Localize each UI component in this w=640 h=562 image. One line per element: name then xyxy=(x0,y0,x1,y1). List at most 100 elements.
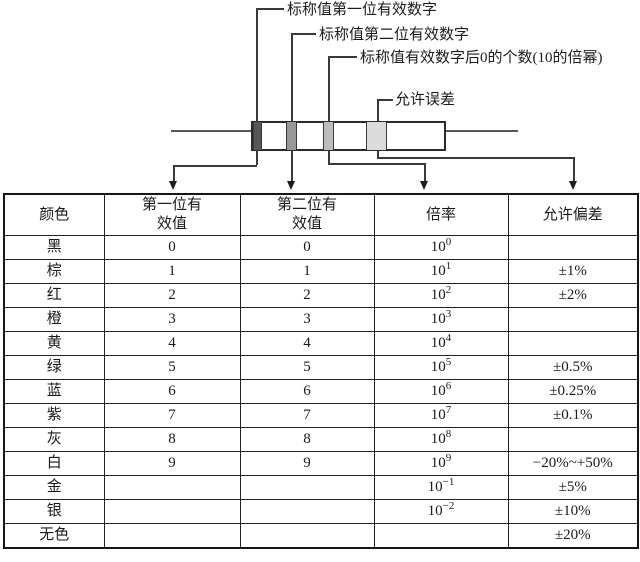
second-digit-cell: 6 xyxy=(239,379,375,404)
color-cell: 棕 xyxy=(3,259,105,284)
multiplier-cell: 101 xyxy=(373,259,509,284)
table-row: 灰 8 8 108 xyxy=(3,427,639,452)
arrow-down-icon xyxy=(169,181,177,190)
tolerance-cell: ±0.5% xyxy=(507,355,639,380)
header-first-digit: 第一位有 效值 xyxy=(103,193,241,236)
header-second-digit: 第二位有 效值 xyxy=(239,193,375,236)
color-band-1 xyxy=(253,122,262,150)
leader-line xyxy=(291,151,293,182)
first-digit-cell xyxy=(103,475,241,500)
color-band-4 xyxy=(366,122,387,150)
multiplier-cell: 109 xyxy=(373,451,509,476)
first-digit-cell xyxy=(103,499,241,524)
multiplier-cell: 100 xyxy=(373,235,509,260)
first-digit-cell: 4 xyxy=(103,331,241,356)
color-cell: 蓝 xyxy=(3,379,105,404)
arrow-down-icon xyxy=(569,181,577,190)
leader-line xyxy=(424,163,426,182)
table-row: 金 10−1 ±5% xyxy=(3,475,639,500)
tolerance-cell xyxy=(507,307,639,332)
second-digit-cell: 4 xyxy=(239,331,375,356)
leader-line xyxy=(328,56,357,58)
first-digit-cell: 3 xyxy=(103,307,241,332)
leader-line xyxy=(328,163,425,165)
resistor-lead-right xyxy=(446,130,518,132)
second-digit-cell xyxy=(239,499,375,524)
color-code-table: 颜色 第一位有 效值 第二位有 效值 倍率 允许偏差 黑 0 0 100 棕 xyxy=(3,193,639,549)
leader-line xyxy=(328,151,330,163)
multiplier-cell: 10−2 xyxy=(373,499,509,524)
second-digit-cell: 8 xyxy=(239,427,375,452)
tolerance-cell: ±5% xyxy=(507,475,639,500)
header-color: 颜色 xyxy=(3,193,105,236)
table-row: 棕 1 1 101 ±1% xyxy=(3,259,639,284)
first-digit-cell: 8 xyxy=(103,427,241,452)
color-band-2 xyxy=(286,122,297,150)
table-row: 无色 ±20% xyxy=(3,523,639,549)
multiplier-cell xyxy=(373,523,509,549)
first-digit-cell: 6 xyxy=(103,379,241,404)
second-digit-cell: 7 xyxy=(239,403,375,428)
first-digit-cell: 7 xyxy=(103,403,241,428)
arrow-down-icon xyxy=(420,181,428,190)
table-row: 蓝 6 6 106 ±0.25% xyxy=(3,379,639,404)
leader-line xyxy=(256,8,258,121)
leader-line xyxy=(173,165,175,182)
leader-line xyxy=(173,165,257,167)
first-digit-cell: 2 xyxy=(103,283,241,308)
table-row: 橙 3 3 103 xyxy=(3,307,639,332)
color-cell: 金 xyxy=(3,475,105,500)
leader-line xyxy=(256,151,258,165)
multiplier-cell: 108 xyxy=(373,427,509,452)
multiplier-cell: 105 xyxy=(373,355,509,380)
resistor-body xyxy=(251,121,446,151)
leader-line xyxy=(377,157,574,159)
first-digit-cell: 9 xyxy=(103,451,241,476)
second-digit-cell: 0 xyxy=(239,235,375,260)
leader-line xyxy=(256,8,284,10)
arrow-down-icon xyxy=(287,181,295,190)
table-row: 绿 5 5 105 ±0.5% xyxy=(3,355,639,380)
multiplier-cell: 102 xyxy=(373,283,509,308)
second-digit-cell: 5 xyxy=(239,355,375,380)
color-cell: 银 xyxy=(3,499,105,524)
table-header-row: 颜色 第一位有 效值 第二位有 效值 倍率 允许偏差 xyxy=(3,193,639,236)
tolerance-cell xyxy=(507,235,639,260)
table-row: 黑 0 0 100 xyxy=(3,235,639,260)
tolerance-cell: ±0.1% xyxy=(507,403,639,428)
multiplier-cell: 107 xyxy=(373,403,509,428)
color-cell: 绿 xyxy=(3,355,105,380)
tolerance-cell: ±10% xyxy=(507,499,639,524)
color-cell: 橙 xyxy=(3,307,105,332)
second-digit-cell: 1 xyxy=(239,259,375,284)
multiplier-cell: 10−1 xyxy=(373,475,509,500)
table-row: 红 2 2 102 ±2% xyxy=(3,283,639,308)
leader-line xyxy=(291,33,316,35)
tolerance-cell: −20%~+50% xyxy=(507,451,639,476)
first-digit-cell xyxy=(103,523,241,549)
header-multiplier: 倍率 xyxy=(373,193,509,236)
tolerance-cell xyxy=(507,427,639,452)
second-digit-cell: 2 xyxy=(239,283,375,308)
leader-line xyxy=(377,99,393,101)
second-digit-cell: 3 xyxy=(239,307,375,332)
color-cell: 灰 xyxy=(3,427,105,452)
leader-line xyxy=(291,33,293,121)
table-row: 银 10−2 ±10% xyxy=(3,499,639,524)
header-tolerance: 允许偏差 xyxy=(507,193,639,236)
first-digit-cell: 1 xyxy=(103,259,241,284)
table-row: 黄 4 4 104 xyxy=(3,331,639,356)
color-cell: 无色 xyxy=(3,523,105,549)
second-digit-cell xyxy=(239,475,375,500)
tolerance-cell xyxy=(507,331,639,356)
color-cell: 紫 xyxy=(3,403,105,428)
band3-label: 标称值有效数字后0的个数(10的倍幂) xyxy=(360,50,603,66)
resistor-lead-left xyxy=(171,130,251,132)
tolerance-cell: ±1% xyxy=(507,259,639,284)
band2-label: 标称值第二位有效数字 xyxy=(319,27,470,43)
second-digit-cell xyxy=(239,523,375,549)
color-cell: 黑 xyxy=(3,235,105,260)
tolerance-cell: ±20% xyxy=(507,523,639,549)
first-digit-cell: 0 xyxy=(103,235,241,260)
